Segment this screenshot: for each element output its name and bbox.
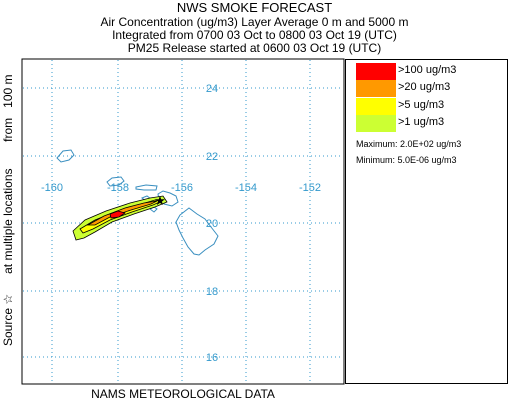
lon-label: -160 (41, 182, 63, 194)
legend-swatch-red (356, 63, 396, 80)
lat-label: 18 (206, 286, 218, 298)
legend-label: >20 ug/m3 (398, 81, 451, 93)
release-start: PM25 Release started at 0600 03 Oct 19 (… (127, 41, 382, 55)
latitude-labels: 24 22 20 18 16 (206, 83, 218, 364)
lon-label: -154 (235, 182, 257, 194)
plume-contour-100 (109, 210, 126, 219)
integration-period: Integrated from 0700 03 Oct to 0800 03 O… (112, 28, 397, 42)
lat-label: 24 (206, 83, 218, 95)
longitude-labels: -160 -158 -156 -154 -152 (41, 182, 321, 194)
legend-swatch-yellow (356, 98, 396, 115)
coast-molokai (135, 184, 158, 191)
legend-label: >1 ug/m3 (398, 116, 445, 128)
legend-swatch-orange (356, 80, 396, 97)
source-star-icon: ★ (154, 194, 166, 209)
legend-swatch-lime (356, 115, 396, 132)
map-title: NWS SMOKE FORECAST (176, 0, 333, 15)
coast-oahu (106, 176, 125, 187)
legend-label: >5 ug/m3 (398, 99, 445, 111)
lat-label: 16 (206, 352, 218, 364)
lat-grid (23, 87, 343, 358)
legend-label: >100 ug/m3 (398, 64, 457, 76)
lon-label: -152 (299, 182, 321, 194)
lat-label: 22 (206, 151, 218, 163)
lon-label: -156 (171, 182, 193, 194)
coast-niihau (56, 149, 75, 163)
lat-label: 20 (206, 218, 218, 230)
smoke-plume (72, 195, 168, 241)
map-frame (21, 58, 345, 385)
coast-big-island (175, 207, 219, 256)
meteorological-data-label: NAMS METEOROLOGICAL DATA (91, 387, 275, 401)
legend-panel: >100 ug/m3 >20 ug/m3 >5 ug/m3 >1 ug/m3 M… (345, 59, 508, 384)
concentration-subtitle: Air Concentration (ug/m3) Layer Average … (100, 15, 409, 29)
maximum-value: Maximum: 2.0E+02 ug/m3 (356, 139, 462, 149)
lon-label: -158 (107, 182, 129, 194)
minimum-value: Minimum: 5.0E-06 ug/m3 (356, 155, 457, 165)
